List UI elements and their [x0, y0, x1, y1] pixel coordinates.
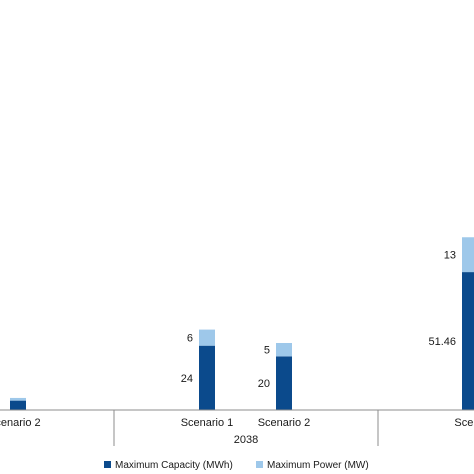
bar-capacity-1	[199, 345, 215, 410]
bar-power-1	[199, 329, 215, 346]
group-label-0: 2038	[234, 434, 258, 446]
category-label-1: Scenario 1	[181, 417, 234, 429]
group-separators	[113, 410, 379, 446]
data-label-capacity-1: 24	[181, 373, 193, 385]
category-label-3: Scena	[454, 417, 474, 429]
bar-power-2	[276, 343, 292, 357]
legend-label-power: Maximum Power (MW)	[267, 460, 369, 471]
labels-layer: cenario 2 24 6 Scenario 1 20 5 Scenario 2 51.46…	[0, 250, 474, 446]
data-label-capacity-2: 20	[258, 378, 270, 390]
bar-power-3	[462, 237, 474, 273]
data-label-power-3: 13	[444, 250, 456, 262]
data-label-capacity-3: 51.46	[428, 336, 456, 348]
data-label-power-1: 6	[187, 333, 193, 345]
legend-swatch-power	[256, 461, 263, 468]
legend-swatch-capacity	[104, 461, 111, 468]
bar-capacity-0	[10, 400, 26, 410]
bar-power-0	[10, 397, 26, 401]
data-label-power-2: 5	[264, 345, 270, 357]
bar-capacity-3	[462, 272, 474, 410]
category-label-0: cenario 2	[0, 417, 41, 429]
legend: Maximum Capacity (MWh) Maximum Power (MW…	[104, 460, 369, 471]
legend-label-capacity: Maximum Capacity (MWh)	[115, 460, 233, 471]
category-label-2: Scenario 2	[258, 417, 311, 429]
bar-capacity-2	[276, 356, 292, 410]
bars-layer	[10, 237, 474, 410]
